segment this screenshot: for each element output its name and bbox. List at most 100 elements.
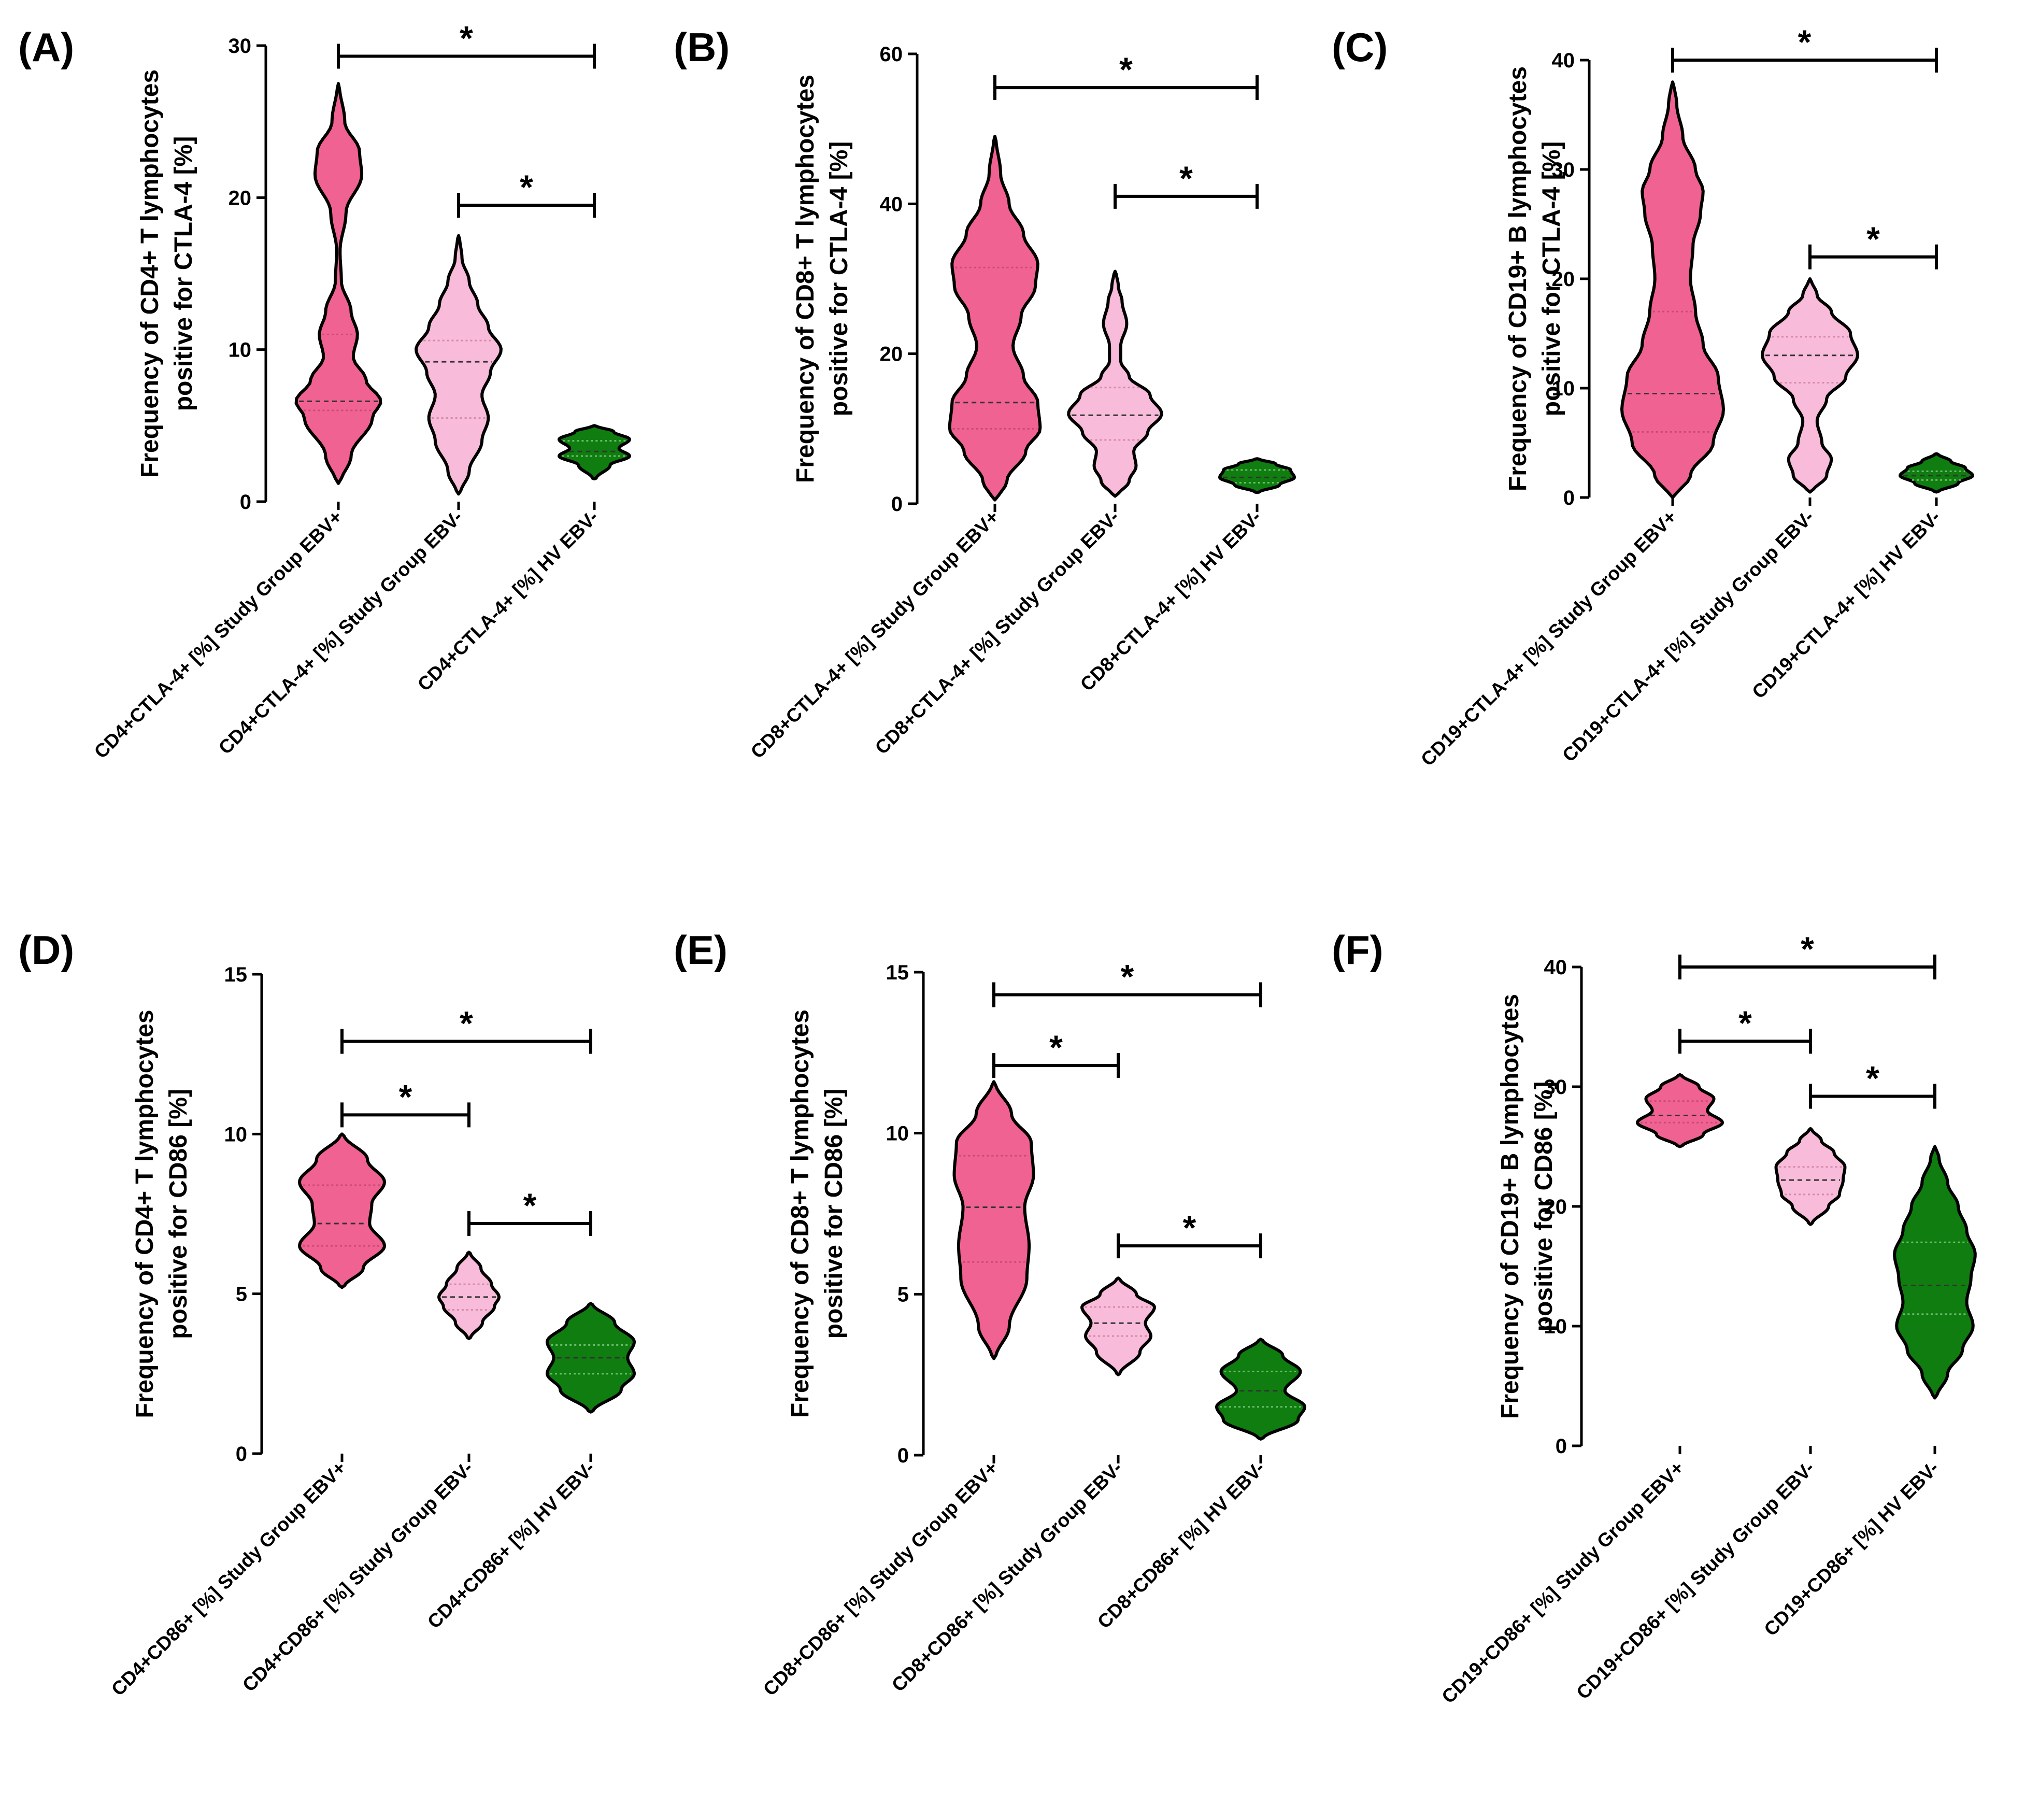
- y-tick-label: 40: [1544, 956, 1567, 979]
- violin-1: [948, 135, 1042, 502]
- violin-body: [294, 82, 382, 485]
- panel-e: (E) Frequency of CD8+ T lymphocytes positi…: [674, 927, 1306, 1700]
- violin-body: [1636, 1073, 1724, 1148]
- y-tick-label: 20: [1544, 1196, 1567, 1218]
- x-category-label: CD19+CTLA-4+ [%] Study Group EBV+: [1417, 506, 1680, 770]
- significance-bracket: *: [337, 19, 596, 69]
- significance-star: *: [1183, 1208, 1196, 1247]
- significance-bracket: *: [1809, 1059, 1936, 1109]
- panel-a: (A) Frequency of CD4+ T lymphocytes positi…: [18, 19, 631, 763]
- x-category-label: CD19+CTLA-4+ [%] Study Group EBV-: [1558, 506, 1818, 766]
- y-axis-title: positive for CTLA-4 [%]: [170, 136, 197, 411]
- significance-star: *: [460, 1004, 473, 1043]
- panel-d: (D) Frequency of CD4+ T lymphocytes positi…: [18, 927, 636, 1700]
- violin-1: [298, 1132, 386, 1289]
- panel-b: (B) Frequency of CD8+ T lymphocytes positi…: [674, 24, 1296, 763]
- y-tick-label: 40: [880, 193, 903, 216]
- significance-star: *: [1179, 159, 1193, 197]
- y-tick-label: 15: [886, 961, 909, 984]
- violin-body: [437, 1250, 501, 1340]
- significance-bracket: *: [457, 168, 596, 218]
- significance-star: *: [1121, 957, 1134, 996]
- panel-c: (C) Frequency of CD19+ B lymphocytes posit…: [1332, 23, 1974, 770]
- y-axis-title: positive for CTLA-4 [%]: [1538, 141, 1565, 417]
- y-tick-label: 0: [236, 1443, 247, 1466]
- y-axis-title: positive for CD86 [%]: [165, 1089, 192, 1339]
- violin-2: [1067, 269, 1163, 498]
- x-category-label: CD19+CD86+ [%] Study Group EBV-: [1572, 1457, 1818, 1703]
- violin-body: [1218, 457, 1296, 494]
- panel-label: (C): [1332, 24, 1388, 70]
- panel-label: (A): [18, 24, 74, 70]
- x-category-label: CD8+CTLA-4+ [%] Study Group EBV+: [747, 506, 1003, 763]
- significance-bracket: *: [992, 1028, 1120, 1078]
- violin-body: [1620, 80, 1725, 499]
- significance-star: *: [1798, 23, 1812, 61]
- violin-3: [1899, 452, 1974, 494]
- significance-star: *: [1801, 930, 1814, 968]
- violin-body: [1774, 1127, 1847, 1226]
- x-category-label: CD4+CTLA-4+ [%] Study Group EBV-: [215, 506, 467, 759]
- significance-star: *: [399, 1077, 412, 1116]
- figure-panels: (A)Frequency of CD4+ T lymphocytes positi…: [18, 19, 1977, 1708]
- x-category-label: CD8+CD86+ [%] Study Group EBV-: [888, 1457, 1126, 1696]
- violin-body: [1080, 1276, 1156, 1376]
- significance-bracket: *: [340, 1004, 592, 1054]
- significance-star: *: [523, 1186, 537, 1225]
- significance-star: *: [460, 19, 473, 58]
- violin-2: [1080, 1276, 1156, 1376]
- violin-body: [1899, 452, 1974, 494]
- violin-body: [952, 1080, 1035, 1360]
- violin-body: [1761, 277, 1859, 494]
- y-axis-title: positive for CTLA-4 [%]: [825, 141, 853, 417]
- x-category-label: CD8+CD86+ [%] Study Group EBV+: [759, 1457, 1002, 1700]
- y-tick-label: 5: [236, 1283, 247, 1306]
- y-tick-label: 5: [897, 1283, 909, 1306]
- panel-f: (F) Frequency of CD19+ B lymphocytes posit…: [1332, 927, 1977, 1708]
- significance-bracket: *: [467, 1186, 592, 1236]
- y-tick-label: 20: [1552, 268, 1575, 291]
- violin-body: [1067, 269, 1163, 498]
- significance-star: *: [1866, 1059, 1879, 1097]
- y-tick-label: 20: [229, 187, 252, 209]
- y-tick-label: 10: [886, 1122, 909, 1145]
- y-tick-label: 20: [880, 343, 903, 366]
- y-axis-title: Frequency of CD19+ B lymphocytes: [1504, 66, 1532, 491]
- violin-3: [546, 1302, 636, 1414]
- significance-bracket: *: [993, 50, 1259, 101]
- violin-1: [952, 1080, 1035, 1360]
- y-axis-title: Frequency of CD4+ T lymphocytes: [131, 1009, 159, 1418]
- violin-body: [298, 1132, 386, 1289]
- y-tick-label: 10: [1544, 1315, 1567, 1338]
- x-category-label: CD8+CTLA-4+ [%] Study Group EBV-: [871, 506, 1123, 759]
- panel-label: (E): [674, 927, 728, 973]
- y-tick-label: 10: [229, 339, 252, 362]
- y-tick-label: 10: [224, 1123, 248, 1146]
- y-tick-label: 60: [880, 43, 903, 66]
- violin-3: [1218, 457, 1296, 494]
- y-axis-title: Frequency of CD19+ B lymphocytes: [1496, 994, 1524, 1419]
- violin-3: [1893, 1145, 1977, 1400]
- y-tick-label: 0: [240, 491, 251, 514]
- y-tick-label: 10: [1552, 377, 1575, 400]
- violin-1: [294, 82, 382, 485]
- significance-star: *: [520, 168, 533, 206]
- x-category-label: CD8+CD86+ [%] HV EBV-: [1093, 1457, 1269, 1633]
- violin-1: [1620, 80, 1725, 499]
- x-category-label: CD4+CTLA-4+ [%] Study Group EBV+: [90, 506, 347, 763]
- y-tick-label: 30: [1552, 159, 1575, 181]
- significance-star: *: [1738, 1004, 1752, 1042]
- panel-label: (D): [18, 927, 74, 973]
- significance-bracket: *: [992, 957, 1262, 1007]
- x-category-label: CD19+CD86+ [%] Study Group EBV+: [1437, 1457, 1688, 1708]
- violin-3: [1215, 1338, 1306, 1441]
- x-category-label: CD4+CD86+ [%] Study Group EBV-: [238, 1457, 477, 1696]
- y-axis-title: Frequency of CD8+ T lymphocytes: [792, 75, 819, 483]
- violin-3: [558, 424, 631, 480]
- significance-star: *: [1049, 1028, 1063, 1067]
- significance-star: *: [1119, 50, 1133, 89]
- y-tick-label: 0: [1563, 487, 1575, 509]
- violin-2: [415, 234, 503, 496]
- y-tick-label: 15: [224, 963, 248, 986]
- violin-2: [1774, 1127, 1847, 1226]
